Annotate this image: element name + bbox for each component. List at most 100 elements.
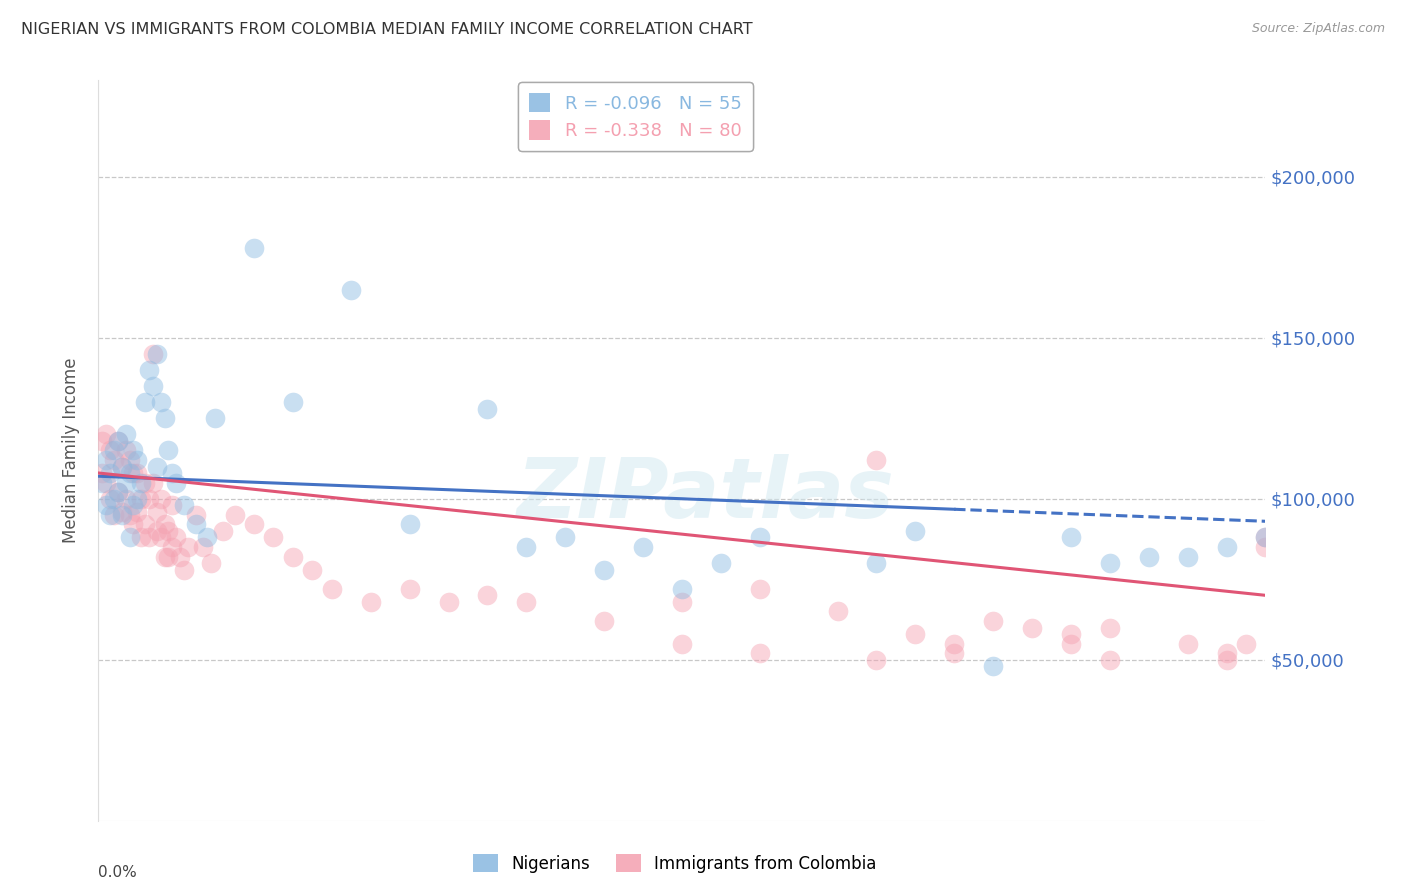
Point bbox=[943, 646, 966, 660]
Point bbox=[1215, 653, 1237, 667]
Point bbox=[865, 453, 887, 467]
Point bbox=[515, 595, 537, 609]
Point bbox=[671, 595, 693, 609]
Point bbox=[118, 453, 141, 467]
Text: NIGERIAN VS IMMIGRANTS FROM COLOMBIA MEDIAN FAMILY INCOME CORRELATION CHART: NIGERIAN VS IMMIGRANTS FROM COLOMBIA MED… bbox=[21, 22, 752, 37]
Point bbox=[477, 588, 499, 602]
Point bbox=[118, 508, 141, 522]
Point bbox=[173, 498, 195, 512]
Point bbox=[224, 508, 246, 522]
Point bbox=[515, 540, 537, 554]
Point bbox=[127, 466, 149, 480]
Point bbox=[200, 556, 222, 570]
Point bbox=[91, 466, 114, 480]
Point bbox=[1021, 620, 1043, 634]
Point bbox=[340, 283, 363, 297]
Point bbox=[122, 443, 145, 458]
Point bbox=[118, 530, 141, 544]
Point bbox=[157, 443, 180, 458]
Point bbox=[122, 517, 145, 532]
Point bbox=[162, 466, 184, 480]
Point bbox=[360, 595, 382, 609]
Point bbox=[157, 549, 180, 564]
Text: Source: ZipAtlas.com: Source: ZipAtlas.com bbox=[1251, 22, 1385, 36]
Point bbox=[169, 549, 191, 564]
Point bbox=[142, 475, 165, 490]
Point bbox=[710, 556, 733, 570]
Point bbox=[96, 427, 118, 442]
Point bbox=[1098, 620, 1121, 634]
Point bbox=[98, 491, 121, 506]
Point bbox=[98, 443, 121, 458]
Point bbox=[107, 434, 129, 448]
Point bbox=[827, 604, 849, 618]
Point bbox=[1215, 540, 1237, 554]
Point bbox=[146, 347, 169, 361]
Point bbox=[153, 549, 176, 564]
Point bbox=[1254, 530, 1277, 544]
Point bbox=[138, 363, 160, 377]
Point bbox=[243, 241, 266, 255]
Point bbox=[103, 453, 125, 467]
Point bbox=[904, 524, 927, 538]
Point bbox=[129, 530, 152, 544]
Point bbox=[173, 563, 195, 577]
Point bbox=[134, 395, 156, 409]
Point bbox=[162, 540, 184, 554]
Point bbox=[1060, 627, 1083, 641]
Point bbox=[1098, 653, 1121, 667]
Legend: R = -0.096   N = 55, R = -0.338   N = 80: R = -0.096 N = 55, R = -0.338 N = 80 bbox=[517, 82, 752, 151]
Point bbox=[477, 401, 499, 416]
Point bbox=[146, 459, 169, 474]
Point bbox=[943, 637, 966, 651]
Point bbox=[904, 627, 927, 641]
Point bbox=[127, 453, 149, 467]
Point bbox=[281, 395, 304, 409]
Point bbox=[1254, 530, 1277, 544]
Point bbox=[142, 347, 165, 361]
Point bbox=[111, 459, 134, 474]
Point bbox=[103, 443, 125, 458]
Point bbox=[96, 498, 118, 512]
Point bbox=[204, 411, 226, 425]
Point bbox=[107, 485, 129, 500]
Point bbox=[1234, 637, 1257, 651]
Point bbox=[398, 582, 420, 596]
Point bbox=[127, 491, 149, 506]
Text: ZIPatlas: ZIPatlas bbox=[516, 454, 894, 535]
Point bbox=[111, 508, 134, 522]
Point bbox=[157, 524, 180, 538]
Point bbox=[184, 517, 207, 532]
Point bbox=[114, 475, 136, 490]
Point bbox=[321, 582, 343, 596]
Text: 0.0%: 0.0% bbox=[98, 865, 138, 880]
Point bbox=[138, 491, 160, 506]
Point bbox=[593, 563, 616, 577]
Point bbox=[111, 459, 134, 474]
Point bbox=[554, 530, 576, 544]
Point bbox=[149, 395, 172, 409]
Point bbox=[748, 530, 770, 544]
Point bbox=[146, 505, 169, 519]
Point bbox=[162, 498, 184, 512]
Point bbox=[748, 646, 770, 660]
Point bbox=[748, 582, 770, 596]
Y-axis label: Median Family Income: Median Family Income bbox=[62, 358, 80, 543]
Point bbox=[1098, 556, 1121, 570]
Point bbox=[193, 540, 215, 554]
Point bbox=[593, 614, 616, 628]
Point bbox=[122, 466, 145, 480]
Point bbox=[262, 530, 284, 544]
Point bbox=[91, 434, 114, 448]
Point bbox=[281, 549, 304, 564]
Point bbox=[107, 434, 129, 448]
Point bbox=[1254, 540, 1277, 554]
Point bbox=[865, 556, 887, 570]
Point bbox=[153, 517, 176, 532]
Point bbox=[437, 595, 460, 609]
Point bbox=[981, 614, 1004, 628]
Point bbox=[142, 379, 165, 393]
Point bbox=[1177, 549, 1199, 564]
Point bbox=[153, 411, 176, 425]
Point bbox=[138, 530, 160, 544]
